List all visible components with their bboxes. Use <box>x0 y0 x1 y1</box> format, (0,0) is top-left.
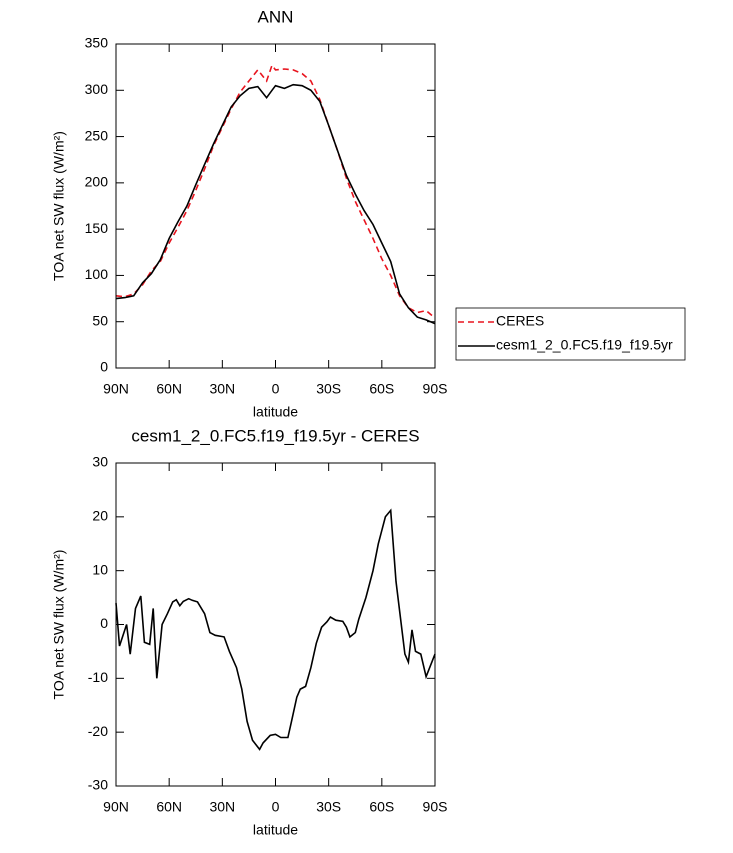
y-tick-label: -30 <box>88 777 108 793</box>
y-tick-label: 50 <box>92 312 108 328</box>
x-tick-label: 90S <box>423 799 448 815</box>
plot-frame <box>115 43 436 369</box>
legend-label: cesm1_2_0.FC5.f19_f19.5yr <box>496 337 673 353</box>
plot-frame <box>115 462 436 787</box>
x-tick-label: 30N <box>209 381 235 397</box>
x-tick-label: 90N <box>103 799 129 815</box>
y-tick-label: 0 <box>100 615 108 631</box>
y-tick-label: 30 <box>92 454 108 470</box>
x-tick-label: 0 <box>272 799 280 815</box>
y-tick-label: 20 <box>92 508 108 524</box>
y-tick-label: 100 <box>85 266 109 282</box>
x-tick-label: 60N <box>156 799 182 815</box>
data-line <box>115 508 436 751</box>
y-tick-label: 250 <box>85 127 109 143</box>
data-line <box>115 83 436 325</box>
y-tick-label: 300 <box>85 81 109 97</box>
x-tick-label: 90S <box>423 381 448 397</box>
x-tick-label: 90N <box>103 381 129 397</box>
y-tick-label: 0 <box>100 359 108 375</box>
chart-title: ANN <box>258 7 294 26</box>
y-tick-label: -10 <box>88 669 108 685</box>
x-tick-label: 60S <box>369 799 394 815</box>
x-tick-label: 30S <box>316 799 341 815</box>
y-tick-label: 200 <box>85 174 109 190</box>
x-tick-label: 30S <box>316 381 341 397</box>
data-line <box>115 63 436 319</box>
x-tick-label: 30N <box>209 799 235 815</box>
y-tick-label: -20 <box>88 723 108 739</box>
x-axis-label: latitude <box>253 404 298 420</box>
legend-box <box>455 307 686 361</box>
y-tick-label: 350 <box>85 35 109 51</box>
y-tick-label: 10 <box>92 561 108 577</box>
y-tick-label: 150 <box>85 220 109 236</box>
chart-title: cesm1_2_0.FC5.f19_f19.5yr - CERES <box>131 426 419 445</box>
y-axis-label: TOA net SW flux (W/m²) <box>51 131 67 281</box>
x-tick-label: 60N <box>156 381 182 397</box>
legend-label: CERES <box>496 313 544 329</box>
y-axis-label: TOA net SW flux (W/m²) <box>51 550 67 700</box>
x-tick-label: 0 <box>272 381 280 397</box>
x-axis-label: latitude <box>253 822 298 838</box>
x-tick-label: 60S <box>369 381 394 397</box>
